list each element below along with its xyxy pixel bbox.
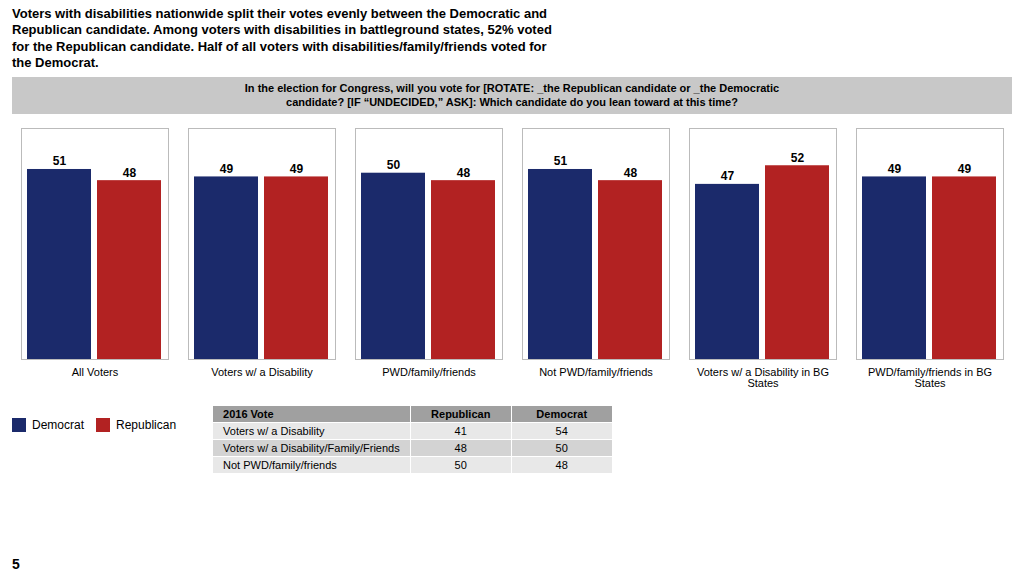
svg-text:PWD/family/friends in BGStates: PWD/family/friends in BGStates [868, 366, 992, 389]
html-text:Not PWD/family/friends: Not PWD/family/friends [223, 458, 337, 471]
html-text:In the election for Congress,: In the election for Congress, will you v… [244, 82, 780, 109]
svg-text:52: 52 [791, 150, 805, 164]
html-text:5: 5 [12, 556, 20, 572]
html-text:50: 50 [454, 458, 467, 471]
svg-text:48: 48 [624, 165, 638, 179]
html-text:Republican: Republican [116, 418, 177, 433]
html-text:50: 50 [555, 441, 568, 454]
svg-text:All Voters: All Voters [72, 366, 119, 378]
html-text:Democrat: Democrat [32, 418, 84, 433]
svg-text:49: 49 [888, 161, 902, 175]
html-text:2016 Vote: 2016 Vote [223, 407, 274, 420]
html-text:Democrat: Democrat [536, 407, 588, 420]
svg-text:PWD/family/friends: PWD/family/friends [382, 366, 476, 378]
html-text:48: 48 [555, 458, 568, 471]
svg-text:Not PWD/family/friends: Not PWD/family/friends [539, 366, 653, 378]
svg-text:Voters w/ a Disability in BGSt: Voters w/ a Disability in BGStates [697, 366, 829, 389]
html-text:54: 54 [555, 424, 568, 437]
svg-text:48: 48 [123, 165, 137, 179]
html-text:Voters w/ a Disability: Voters w/ a Disability [223, 424, 325, 437]
svg-text:Voters w/ a Disability: Voters w/ a Disability [211, 366, 313, 378]
svg-text:49: 49 [220, 161, 234, 175]
svg-text:49: 49 [958, 161, 972, 175]
html-text:Voters w/ a Disability/Family/: Voters w/ a Disability/Family/Friends [223, 441, 400, 454]
html-text:Republican: Republican [431, 407, 491, 420]
html-text:48: 48 [454, 441, 467, 454]
svg-text:51: 51 [554, 154, 568, 168]
svg-text:50: 50 [387, 158, 401, 172]
svg-text:48: 48 [457, 165, 471, 179]
html-text:Voters with disabilities natio: Voters with disabilities nationwide spli… [12, 6, 552, 70]
html-text:41: 41 [454, 424, 467, 437]
svg-text:49: 49 [290, 161, 304, 175]
svg-text:51: 51 [53, 154, 67, 168]
svg-text:47: 47 [721, 169, 735, 183]
